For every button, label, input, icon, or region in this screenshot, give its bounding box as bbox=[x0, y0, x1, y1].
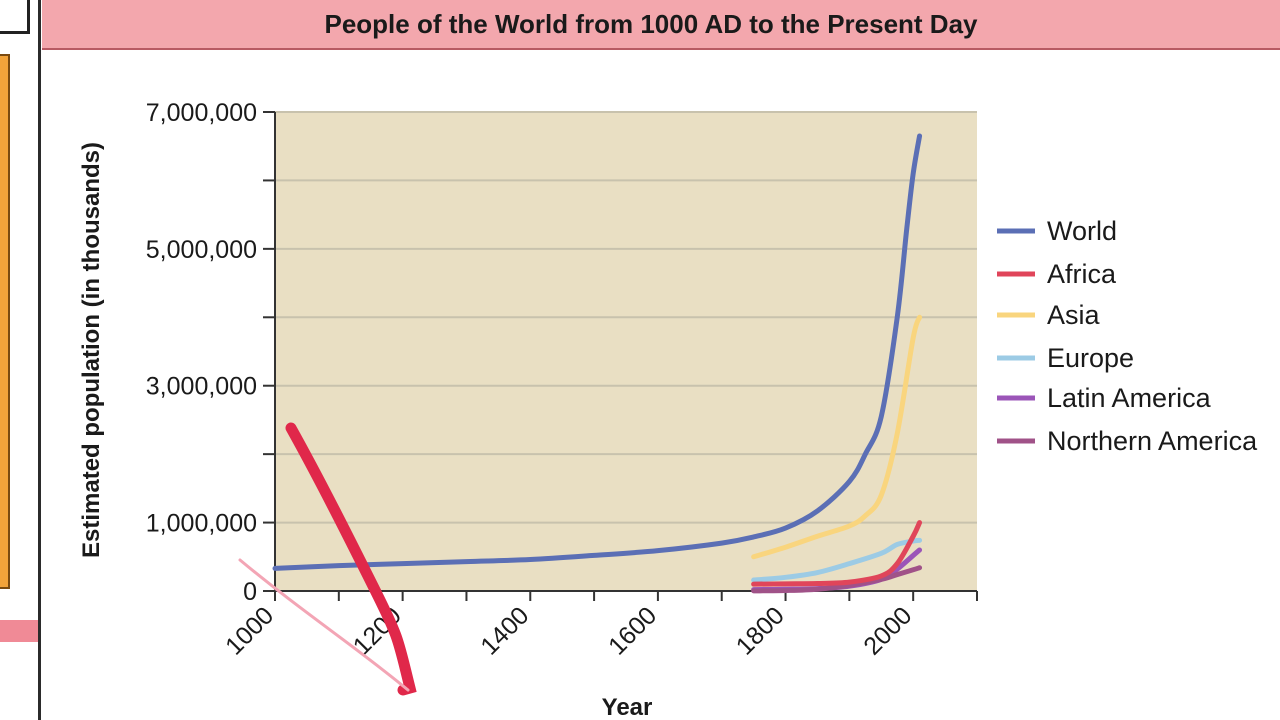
series-line-asia bbox=[751, 314, 923, 560]
y-tick-label: 3,000,000 bbox=[146, 373, 257, 401]
legend-label: Asia bbox=[1047, 300, 1101, 330]
red-pen-stroke bbox=[285, 422, 417, 696]
legend-label: Northern America bbox=[1047, 426, 1258, 456]
y-tick-label: 5,000,000 bbox=[146, 236, 257, 264]
y-tick-label: 7,000,000 bbox=[146, 99, 257, 127]
series-line-africa bbox=[751, 520, 923, 587]
x-tick-label: 1800 bbox=[731, 601, 790, 660]
x-tick-label: 1600 bbox=[603, 601, 662, 660]
legend-label: Africa bbox=[1047, 259, 1117, 289]
x-tick-label: 1000 bbox=[220, 601, 279, 660]
series-line-world bbox=[272, 133, 923, 571]
y-tick-label: 0 bbox=[243, 578, 257, 606]
series-lines bbox=[272, 133, 923, 594]
plot-area bbox=[275, 112, 977, 591]
left-panel-orange-block bbox=[0, 54, 10, 589]
x-tick-label: 2000 bbox=[858, 601, 917, 660]
left-panel-frame bbox=[0, 0, 30, 34]
chart-title: People of the World from 1000 AD to the … bbox=[324, 8, 978, 39]
y-axis-title: Estimated population (in thousands) bbox=[78, 142, 105, 558]
y-tick-label: 1,000,000 bbox=[146, 510, 257, 538]
legend-label: Europe bbox=[1047, 343, 1134, 373]
title-bar: People of the World from 1000 AD to the … bbox=[42, 0, 1280, 50]
series-line-northern-america bbox=[751, 565, 923, 594]
pink-pen-stroke bbox=[238, 558, 410, 692]
left-panel-divider bbox=[38, 0, 41, 720]
red-pen-mark bbox=[238, 422, 417, 696]
x-tick-label: 1400 bbox=[475, 601, 534, 660]
gridlines bbox=[275, 111, 977, 524]
x-axis-title: Year bbox=[602, 694, 653, 720]
left-panel-pink-block bbox=[0, 620, 38, 642]
legend-label: World bbox=[1047, 216, 1117, 246]
legend: World Africa Asia Europe Latin America Northe… bbox=[997, 216, 1258, 456]
legend-label: Latin America bbox=[1047, 383, 1212, 413]
